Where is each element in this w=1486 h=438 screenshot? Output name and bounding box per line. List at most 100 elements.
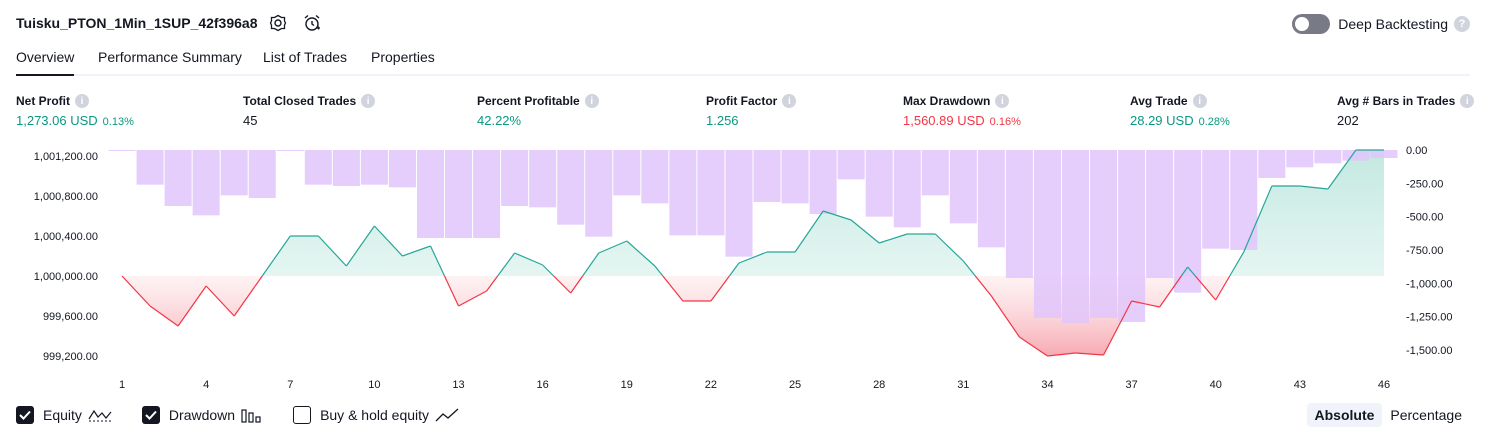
drawdown-bar <box>304 150 332 185</box>
metric-label: Total Closed Trades <box>243 94 357 108</box>
deep-backtesting-toggle[interactable] <box>1292 14 1331 34</box>
equity-line-segment <box>458 290 487 307</box>
right-axis-tick-label: -500.00 <box>1406 212 1443 224</box>
equity-line-segment <box>990 295 1020 338</box>
x-axis-tick-label: 25 <box>789 379 801 391</box>
info-icon[interactable]: i <box>361 94 376 108</box>
equity-line-segment <box>345 225 375 267</box>
metric-avg-trade: Avg Trade i 28.29 USD 0.28% <box>1130 94 1230 128</box>
left-axis-tick-label: 999,600.00 <box>43 311 98 323</box>
equity-line-segment <box>233 275 263 317</box>
x-axis-tick-label: 37 <box>1125 379 1137 391</box>
drawdown-bar <box>388 150 416 188</box>
drawdown-bar <box>416 150 445 238</box>
equity-line-segment <box>402 245 431 257</box>
right-axis-tick-label: -1,500.00 <box>1406 345 1452 357</box>
drawdown-bar <box>641 150 669 204</box>
drawdown-bar <box>1146 150 1174 278</box>
metric-profit-factor: Profit Factor i 1.256 <box>706 94 797 128</box>
metric-percent: 0.28% <box>1198 116 1230 128</box>
equity-line-segment <box>662 275 684 302</box>
legend-buy-hold[interactable]: Buy & hold equity <box>293 406 459 424</box>
equity-line-segment <box>934 233 964 262</box>
info-icon[interactable]: i <box>995 94 1010 108</box>
drawdown-bar <box>809 150 837 214</box>
alarm-add-icon[interactable] <box>302 13 322 33</box>
info-icon[interactable]: i <box>75 94 89 108</box>
equity-line-segment <box>1187 266 1196 277</box>
right-axis-tick-label: 0.00 <box>1406 145 1427 157</box>
buy-hold-checkbox[interactable] <box>293 406 312 424</box>
drawdown-bar <box>1202 150 1230 249</box>
metric-percent-profitable: Percent Profitable i 42.22% <box>477 94 599 128</box>
help-icon[interactable]: ? <box>1454 16 1470 32</box>
equity-line-icon <box>88 407 112 423</box>
equity-line-segment <box>121 275 151 307</box>
equity-line-segment <box>553 275 572 294</box>
drawdown-bar <box>1286 150 1314 168</box>
metric-net-profit: Net Profit i 1,273.06 USD 0.13% <box>16 94 134 128</box>
drawdown-bar <box>1230 150 1258 250</box>
percentage-button[interactable]: Percentage <box>1390 407 1462 423</box>
metric-value: 1.256 <box>706 113 739 128</box>
drawdown-bar <box>501 150 529 206</box>
drawdown-bar <box>164 150 192 206</box>
drawdown-bar <box>1370 150 1398 158</box>
legend-equity[interactable]: Equity <box>16 406 112 424</box>
tab-list-of-trades[interactable]: List of Trades <box>263 49 348 65</box>
info-icon[interactable]: i <box>1192 94 1207 108</box>
equity-line-segment <box>177 285 207 327</box>
drawdown-bar <box>865 150 893 217</box>
equity-line-segment <box>1047 352 1076 357</box>
drawdown-bar <box>248 150 276 198</box>
tab-performance-summary[interactable]: Performance Summary <box>98 49 242 65</box>
drawdown-bar <box>360 150 388 185</box>
metric-percent: 0.13% <box>102 116 134 128</box>
right-axis-tick-label: -1,000.00 <box>1406 278 1452 290</box>
equity-line-segment <box>429 245 446 277</box>
info-icon[interactable]: i <box>1460 94 1475 108</box>
metric-value: 1,560.89 USD <box>903 113 985 128</box>
metric-value: 42.22% <box>477 113 522 128</box>
equity-drawdown-chart[interactable]: 1,001,200.00 1,000,800.00 1,000,400.00 1,00… <box>0 140 1486 400</box>
equity-line-segment <box>1194 275 1217 301</box>
equity-line-segment <box>373 225 403 257</box>
equity-line-segment <box>1229 251 1245 277</box>
metric-label: Percent Profitable <box>477 94 580 108</box>
drawdown-bar <box>473 150 501 238</box>
equity-line-segment <box>582 252 600 277</box>
equity-line-segment <box>1103 300 1133 356</box>
metric-label: Avg # Bars in Trades <box>1337 94 1456 108</box>
drawdown-bar <box>1174 150 1202 293</box>
metric-label: Avg Trade <box>1130 94 1188 108</box>
drawdown-bar <box>977 150 1005 248</box>
drawdown-bar <box>1258 150 1286 178</box>
equity-line-segment <box>738 251 768 264</box>
equity-line-segment <box>822 210 852 221</box>
left-axis-tick-label: 1,001,200.00 <box>34 151 98 163</box>
info-icon[interactable]: i <box>584 94 599 108</box>
drawdown-bars-icon <box>241 407 263 423</box>
metric-label: Max Drawdown <box>903 94 991 108</box>
info-icon[interactable]: i <box>782 94 797 108</box>
drawdown-bar <box>837 150 865 180</box>
drawdown-bar <box>949 150 977 224</box>
drawdown-checkbox[interactable] <box>141 406 160 424</box>
absolute-button[interactable]: Absolute <box>1306 403 1383 427</box>
legend-drawdown[interactable]: Drawdown <box>141 406 263 424</box>
drawdown-bar <box>1090 150 1118 318</box>
drawdown-bar <box>1033 150 1061 318</box>
equity-line-segment <box>879 233 908 244</box>
equity-checkbox[interactable] <box>16 406 34 424</box>
drawdown-bar <box>753 150 781 202</box>
metric-value: 45 <box>243 113 258 128</box>
x-axis-tick-label: 7 <box>287 379 293 391</box>
equity-line-segment <box>1215 275 1231 301</box>
settings-icon[interactable] <box>268 13 288 33</box>
right-axis-tick-label: -250.00 <box>1406 178 1443 190</box>
legend-label: Equity <box>43 407 82 423</box>
left-axis-tick-label: 1,000,400.00 <box>34 231 98 243</box>
tab-overview[interactable]: Overview <box>16 49 75 76</box>
tab-properties[interactable]: Properties <box>371 49 435 65</box>
drawdown-bar <box>1342 150 1370 161</box>
